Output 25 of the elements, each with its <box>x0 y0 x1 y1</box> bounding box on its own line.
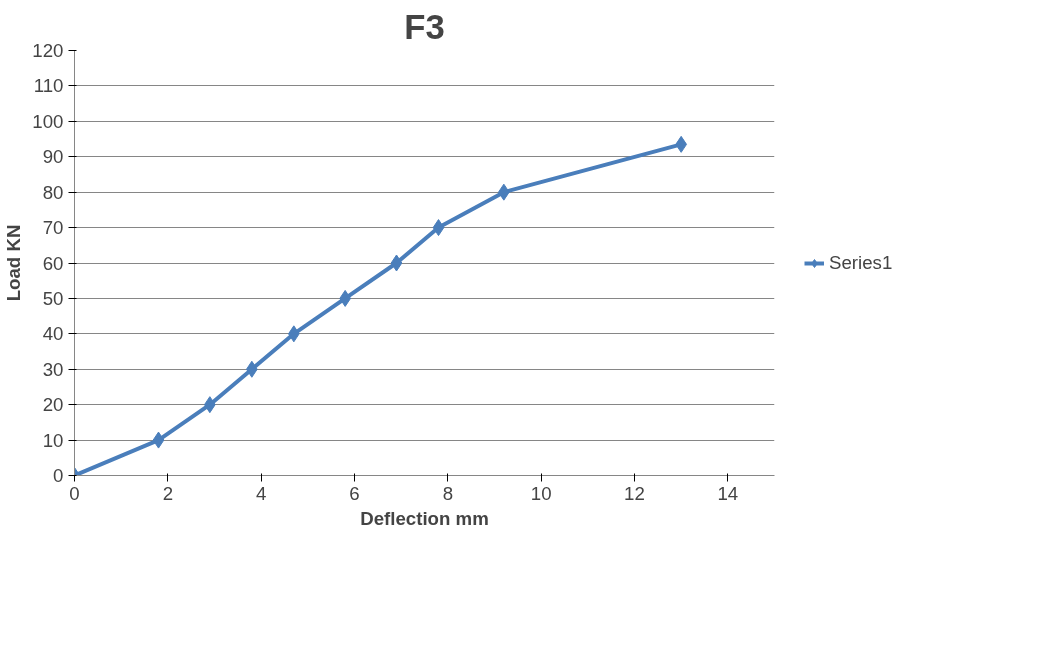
y-tick-label: 20 <box>42 394 64 416</box>
y-tick-label: 100 <box>32 110 64 132</box>
y-tick-label: 120 <box>32 40 64 61</box>
x-tick-label: 12 <box>624 482 645 504</box>
y-axis-title: Load KN <box>3 224 25 302</box>
y-tick-label: 90 <box>42 146 64 168</box>
y-tick-label: 70 <box>42 217 64 239</box>
y-tick-label: 110 <box>33 75 64 97</box>
x-tick-label: 8 <box>442 482 454 504</box>
x-tick-label: 6 <box>349 482 360 504</box>
y-tick-label: 10 <box>42 429 64 451</box>
y-tick-label: 50 <box>42 287 64 309</box>
x-tick-label: 0 <box>69 482 80 504</box>
chart-title: F3 <box>404 7 445 46</box>
x-axis-title: Deflection mm <box>360 507 489 529</box>
x-tick-label: 14 <box>717 482 739 504</box>
legend-label: Series1 <box>829 251 893 274</box>
y-tick-label: 30 <box>42 358 64 380</box>
y-tick-label: 0 <box>53 465 64 486</box>
y-tick-label: 40 <box>42 323 64 345</box>
y-tick-label: 80 <box>42 181 64 203</box>
x-tick-label: 10 <box>530 482 552 504</box>
y-tick-label: 60 <box>42 252 64 274</box>
x-tick-label: 2 <box>162 482 174 504</box>
x-tick-label: 4 <box>255 482 267 504</box>
